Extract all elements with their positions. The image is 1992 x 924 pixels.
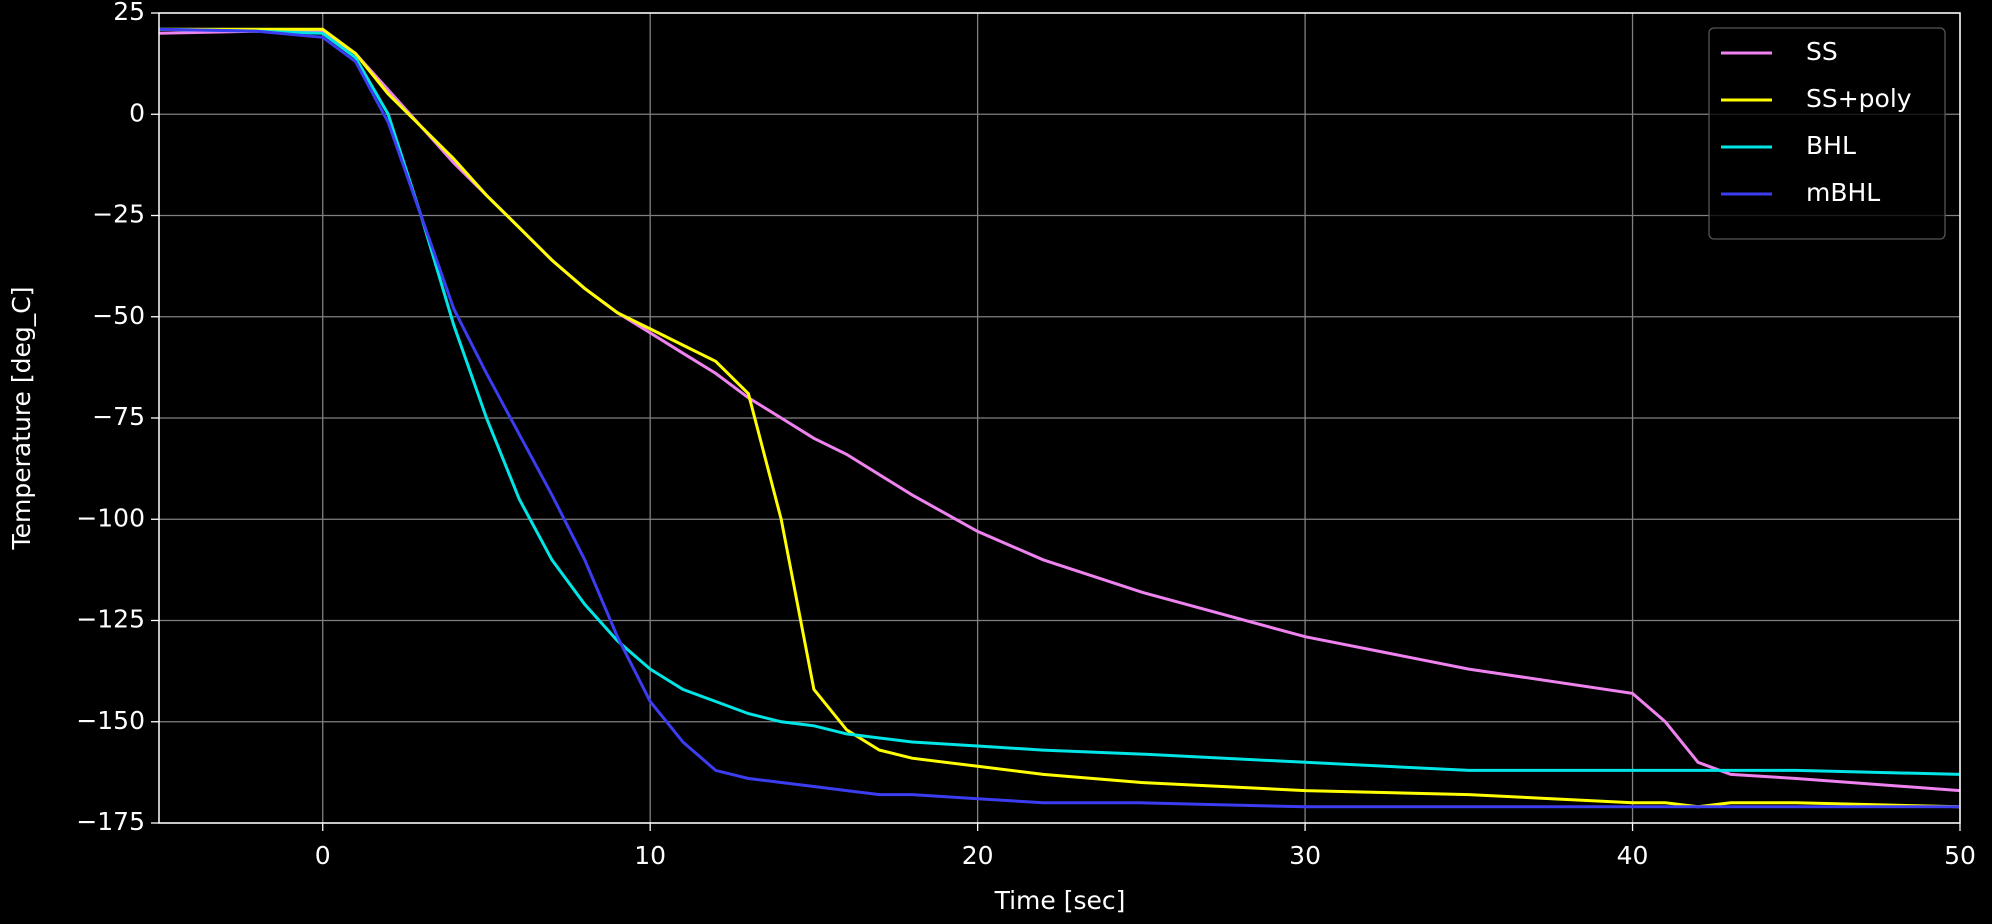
series-line xyxy=(159,27,1960,809)
legend-label: mBHL xyxy=(1806,178,1880,207)
y-tick-label: 25 xyxy=(113,0,145,26)
y-tick-label: −125 xyxy=(76,605,145,634)
plot-frame xyxy=(158,12,1961,824)
x-tick-label: 50 xyxy=(1944,841,1976,870)
x-tick-label: 10 xyxy=(634,841,666,870)
x-tick-label: 0 xyxy=(315,841,331,870)
y-tick-label: −100 xyxy=(76,503,145,532)
y-tick-label: 0 xyxy=(129,98,145,127)
legend-label: BHL xyxy=(1806,131,1856,160)
series-line xyxy=(159,27,1960,776)
y-tick-label: −175 xyxy=(76,807,145,836)
y-axis-label: Temperature [deg_C] xyxy=(7,287,36,551)
x-axis-label: Time [sec] xyxy=(994,886,1126,915)
x-tick-label: 40 xyxy=(1617,841,1649,870)
legend-label: SS+poly xyxy=(1806,84,1912,113)
legend-box xyxy=(1708,27,1946,240)
y-tick-label: −50 xyxy=(92,301,145,330)
y-tick-label: −150 xyxy=(76,706,145,735)
legend-label: SS xyxy=(1806,37,1838,66)
y-tick-label: −25 xyxy=(92,200,145,229)
y-tick-label: −75 xyxy=(92,402,145,431)
series-line xyxy=(159,29,1960,793)
x-tick-label: 20 xyxy=(962,841,994,870)
series-line xyxy=(159,27,1960,809)
x-tick-label: 30 xyxy=(1289,841,1321,870)
